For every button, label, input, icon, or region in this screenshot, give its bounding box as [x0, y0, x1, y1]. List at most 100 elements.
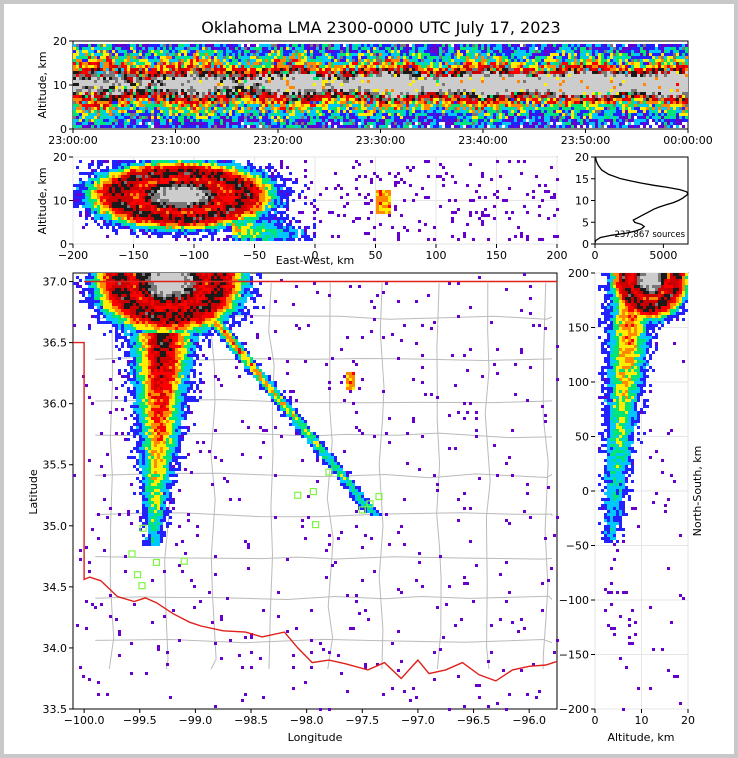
density-cell: [358, 77, 361, 80]
density-cell: [313, 89, 316, 92]
density-cell: [388, 86, 391, 89]
density-cell: [535, 107, 538, 110]
density-cell: [298, 98, 301, 101]
density-cell: [286, 116, 289, 119]
density-cell: [412, 125, 415, 128]
density-cell: [256, 56, 259, 59]
density-cell: [403, 110, 406, 113]
density-cell: [121, 59, 124, 62]
density-cell: [457, 65, 460, 68]
density-cell: [211, 83, 214, 86]
density-cell: [217, 62, 220, 65]
density-cell: [571, 47, 574, 50]
density-cell: [364, 47, 367, 50]
density-cell: [169, 80, 172, 83]
density-cell: [217, 89, 220, 92]
density-cell: [556, 47, 559, 50]
density-cell: [454, 101, 457, 104]
density-cell: [196, 44, 199, 47]
density-cell: [544, 119, 547, 122]
density-cell: [607, 92, 610, 95]
density-cell: [481, 104, 484, 107]
density-cell: [199, 95, 202, 98]
density-cell: [91, 92, 94, 95]
density-cell: [400, 62, 403, 65]
density-cell: [166, 62, 169, 65]
density-cell: [415, 95, 418, 98]
density-cell: [430, 92, 433, 95]
density-cell: [325, 68, 328, 71]
density-cell: [469, 98, 472, 101]
density-cell: [172, 119, 175, 122]
density-cell: [244, 119, 247, 122]
density-cell: [538, 62, 541, 65]
density-cell: [310, 71, 313, 74]
density-cell: [271, 56, 274, 59]
density-cell: [433, 125, 436, 128]
density-cell: [124, 116, 127, 119]
density-cell: [445, 53, 448, 56]
density-cell: [532, 119, 535, 122]
density-cell: [481, 77, 484, 80]
density-cell: [457, 119, 460, 122]
density-cell: [544, 44, 547, 47]
density-cell: [328, 101, 331, 104]
density-cell: [136, 83, 139, 86]
density-cell: [391, 113, 394, 116]
density-cell: [100, 47, 103, 50]
density-cell: [139, 110, 142, 113]
density-cell: [202, 119, 205, 122]
density-cell: [394, 77, 397, 80]
density-cell: [217, 50, 220, 53]
density-cell: [274, 107, 277, 110]
density-cell: [118, 86, 121, 89]
density-cell: [271, 53, 274, 56]
density-cell: [310, 44, 313, 47]
density-cell: [328, 59, 331, 62]
density-cell: [331, 95, 334, 98]
density-cell: [130, 56, 133, 59]
density-cell: [208, 113, 211, 116]
density-cell: [244, 65, 247, 68]
density-cell: [373, 77, 376, 80]
density-cell: [265, 101, 268, 104]
density-cell: [406, 107, 409, 110]
density-cell: [286, 89, 289, 92]
density-cell: [571, 95, 574, 98]
density-cell: [169, 122, 172, 125]
density-cell: [202, 122, 205, 125]
density-cell: [454, 86, 457, 89]
density-cell: [289, 107, 292, 110]
density-cell: [100, 44, 103, 47]
density-cell: [493, 86, 496, 89]
density-cell: [544, 56, 547, 59]
density-cell: [220, 101, 223, 104]
density-cell: [223, 86, 226, 89]
density-cell: [391, 86, 394, 89]
density-cell: [334, 122, 337, 125]
density-cell: [334, 47, 337, 50]
density-cell: [301, 125, 304, 128]
density-cell: [391, 62, 394, 65]
density-cell: [427, 95, 430, 98]
density-cell: [442, 116, 445, 119]
density-cell: [541, 62, 544, 65]
density-cell: [265, 122, 268, 125]
density-cell: [358, 80, 361, 83]
density-cell: [583, 59, 586, 62]
density-cell: [523, 122, 526, 125]
density-cell: [505, 62, 508, 65]
density-cell: [382, 89, 385, 92]
density-cell: [181, 80, 184, 83]
density-cell: [322, 44, 325, 47]
density-cell: [514, 101, 517, 104]
density-cell: [295, 98, 298, 101]
density-cell: [367, 80, 370, 83]
density-cell: [79, 53, 82, 56]
density-cell: [454, 50, 457, 53]
density-cell: [109, 116, 112, 119]
density-cell: [346, 122, 349, 125]
density-cell: [277, 47, 280, 50]
density-cell: [136, 50, 139, 53]
density-cell: [187, 83, 190, 86]
